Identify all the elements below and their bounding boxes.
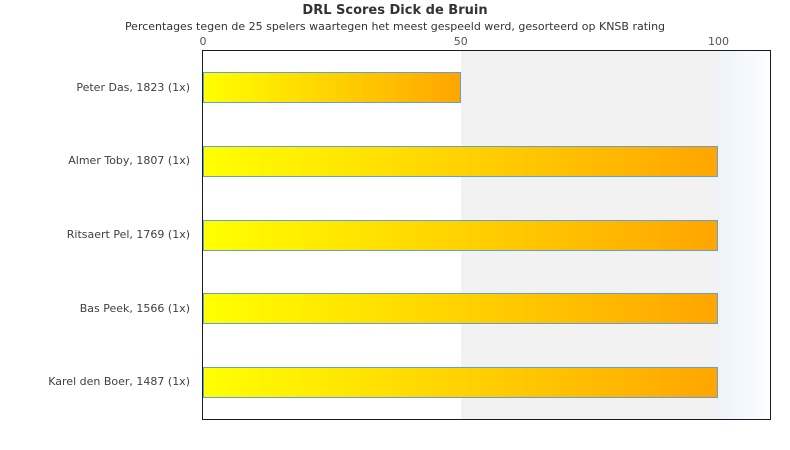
bar <box>203 72 461 104</box>
category-label: Bas Peek, 1566 (1x) <box>79 301 190 315</box>
x-tick-label: 100 <box>707 35 729 48</box>
bar <box>203 293 719 325</box>
category-label: Peter Das, 1823 (1x) <box>76 80 190 94</box>
bar <box>203 219 719 251</box>
axis-overflow-gradient <box>718 51 770 419</box>
bar <box>203 145 719 177</box>
category-label: Karel den Boer, 1487 (1x) <box>48 375 190 389</box>
category-label: Ritsaert Pel, 1769 (1x) <box>66 228 190 241</box>
chart-title: DRL Scores Dick de Bruin <box>302 3 488 18</box>
x-tick-label: 0 <box>199 35 207 48</box>
y-axis-labels: Peter Das, 1823 (1x) Almer Toby, 1807 (1x… <box>0 0 202 450</box>
chart-subtitle: Percentages tegen de 25 spelers waartege… <box>124 20 666 33</box>
x-axis-ticks: 0 50 100 <box>0 0 790 50</box>
bar <box>203 366 719 398</box>
category-label: Almer Toby, 1807 (1x) <box>68 154 190 168</box>
plot-area <box>202 50 771 420</box>
x-tick-label: 50 <box>453 35 468 48</box>
